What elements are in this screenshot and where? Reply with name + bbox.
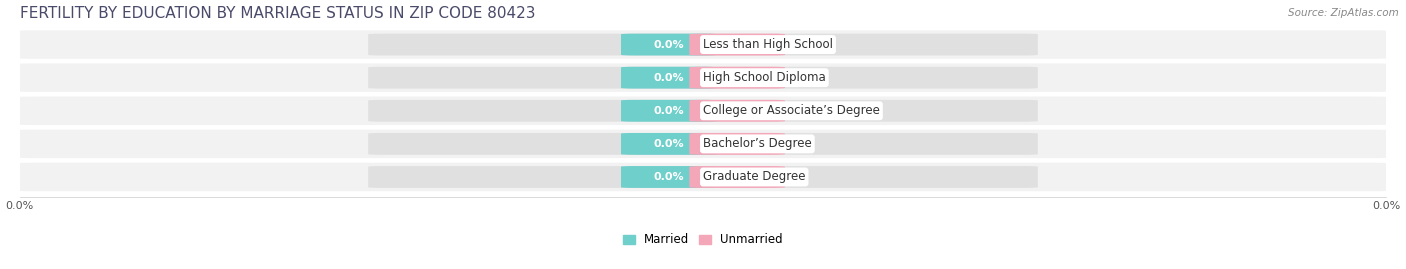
Text: Source: ZipAtlas.com: Source: ZipAtlas.com — [1288, 8, 1399, 18]
FancyBboxPatch shape — [13, 130, 1393, 158]
Text: College or Associate’s Degree: College or Associate’s Degree — [703, 104, 880, 117]
FancyBboxPatch shape — [621, 34, 717, 55]
Text: 0.0%: 0.0% — [721, 73, 752, 83]
Text: 0.0%: 0.0% — [654, 172, 685, 182]
Text: 0.0%: 0.0% — [721, 139, 752, 149]
Text: 0.0%: 0.0% — [654, 40, 685, 49]
FancyBboxPatch shape — [689, 166, 785, 188]
FancyBboxPatch shape — [621, 133, 717, 155]
FancyBboxPatch shape — [368, 133, 1038, 155]
Text: 0.0%: 0.0% — [721, 172, 752, 182]
Text: 0.0%: 0.0% — [654, 139, 685, 149]
Text: 0.0%: 0.0% — [654, 106, 685, 116]
FancyBboxPatch shape — [689, 67, 785, 89]
Text: Bachelor’s Degree: Bachelor’s Degree — [703, 137, 811, 150]
FancyBboxPatch shape — [689, 133, 785, 155]
FancyBboxPatch shape — [621, 67, 717, 89]
Text: High School Diploma: High School Diploma — [703, 71, 825, 84]
FancyBboxPatch shape — [621, 166, 717, 188]
Text: Graduate Degree: Graduate Degree — [703, 171, 806, 183]
FancyBboxPatch shape — [368, 100, 1038, 122]
FancyBboxPatch shape — [13, 163, 1393, 191]
Legend: Married, Unmarried: Married, Unmarried — [619, 229, 787, 251]
Text: 0.0%: 0.0% — [721, 40, 752, 49]
FancyBboxPatch shape — [689, 100, 785, 122]
FancyBboxPatch shape — [13, 63, 1393, 92]
FancyBboxPatch shape — [621, 100, 717, 122]
FancyBboxPatch shape — [368, 34, 1038, 55]
Text: 0.0%: 0.0% — [654, 73, 685, 83]
FancyBboxPatch shape — [368, 67, 1038, 89]
Text: FERTILITY BY EDUCATION BY MARRIAGE STATUS IN ZIP CODE 80423: FERTILITY BY EDUCATION BY MARRIAGE STATU… — [20, 6, 536, 21]
Text: Less than High School: Less than High School — [703, 38, 832, 51]
FancyBboxPatch shape — [13, 97, 1393, 125]
Text: 0.0%: 0.0% — [721, 106, 752, 116]
FancyBboxPatch shape — [13, 30, 1393, 59]
FancyBboxPatch shape — [368, 166, 1038, 188]
FancyBboxPatch shape — [689, 34, 785, 55]
